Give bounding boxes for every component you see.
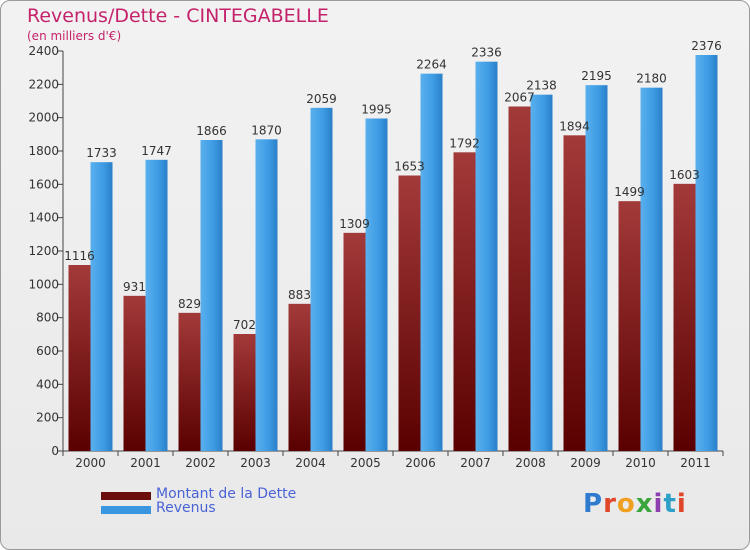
bar-dette: [453, 152, 476, 452]
bar-revenus: [255, 139, 278, 452]
y-tick-label: 200: [36, 411, 59, 425]
bar-dette: [178, 312, 201, 451]
data-label-dette: 1894: [559, 119, 590, 133]
bar-revenus: [530, 94, 553, 452]
data-label-revenus: 2059: [306, 92, 337, 106]
data-label-revenus: 2180: [636, 72, 667, 86]
bar-revenus: [420, 73, 443, 452]
data-label-dette: 1653: [394, 160, 425, 174]
chart-subtitle: (en milliers d'€): [27, 29, 122, 43]
data-label-revenus: 1747: [141, 144, 172, 158]
data-label-revenus: 1870: [251, 123, 282, 137]
bar-revenus: [200, 140, 223, 451]
bar-revenus: [145, 159, 168, 452]
y-tick-label: 2000: [28, 111, 59, 125]
y-tick-label: 2200: [28, 77, 59, 91]
data-label-dette: 829: [178, 297, 201, 311]
x-tick-label: 2001: [130, 456, 161, 470]
bar-revenus: [365, 118, 388, 451]
bar-dette: [233, 334, 256, 451]
data-label-dette: 1309: [339, 217, 370, 231]
bar-dette: [343, 232, 366, 451]
data-label-dette: 883: [288, 288, 311, 302]
y-tick-label: 1400: [28, 211, 59, 225]
data-label-dette: 931: [123, 280, 146, 294]
x-tick-label: 2003: [240, 456, 271, 470]
y-tick-label: 1200: [28, 244, 59, 258]
bar-dette: [618, 201, 641, 451]
x-tick-label: 2004: [295, 456, 326, 470]
data-label-revenus: 2138: [526, 79, 557, 93]
y-tick-label: 1600: [28, 177, 59, 191]
y-tick-label: 400: [36, 377, 59, 391]
bar-dette: [563, 135, 586, 452]
bar-revenus: [695, 55, 718, 451]
y-tick-label: 800: [36, 311, 59, 325]
data-label-dette: 702: [233, 318, 256, 332]
bar-dette: [288, 303, 311, 451]
y-tick-label: 0: [51, 444, 59, 458]
bar-dette: [68, 265, 91, 451]
bars-group: [68, 55, 718, 452]
bar-revenus: [585, 85, 608, 452]
y-tick-label: 1800: [28, 144, 59, 158]
data-label-dette: 2067: [504, 91, 535, 105]
axes: 0 200 400 600 800 1000 1200 1400 1600 1800 2000 220…: [28, 44, 724, 470]
bar-dette: [508, 106, 531, 451]
data-label-revenus: 1995: [361, 103, 392, 117]
x-tick-label: 2007: [460, 456, 491, 470]
x-tick-label: 2006: [405, 456, 436, 470]
data-label-revenus: 2336: [471, 46, 502, 60]
legend-swatch-revenus: [101, 506, 151, 514]
data-label-dette: 1499: [614, 185, 645, 199]
y-tick-label: 1000: [28, 277, 59, 291]
bar-revenus: [90, 162, 113, 451]
legend-label-revenus: Revenus: [156, 500, 216, 516]
y-tick-label: 600: [36, 344, 59, 358]
bar-dette: [398, 175, 421, 451]
data-labels-group: 1116 1733 931 1747 829 1866 702 1870 883 2059 1309…: [64, 39, 722, 332]
data-label-revenus: 2376: [691, 39, 722, 53]
x-tick-label: 2010: [625, 456, 656, 470]
x-tick-label: 2008: [515, 456, 546, 470]
bar-dette: [123, 295, 146, 451]
data-label-dette: 1116: [64, 249, 95, 263]
data-label-revenus: 2264: [416, 58, 447, 72]
x-tick-label: 2009: [570, 456, 601, 470]
data-label-dette: 1792: [449, 136, 480, 150]
bar-revenus: [475, 61, 498, 452]
data-label-revenus: 2195: [581, 69, 612, 83]
data-label-revenus: 1733: [86, 146, 117, 160]
bar-revenus: [310, 107, 333, 451]
x-tick-label: 2002: [185, 456, 216, 470]
chart-title: Revenus/Dette - CINTEGABELLE: [27, 5, 329, 27]
data-label-dette: 1603: [669, 168, 700, 182]
x-tick-label: 2000: [75, 456, 106, 470]
bar-revenus: [640, 87, 663, 452]
proxiti-logo: Proxiti: [583, 489, 687, 519]
legend-label-dette: Montant de la Dette: [156, 486, 297, 502]
data-label-revenus: 1866: [196, 124, 227, 138]
x-tick-label: 2005: [350, 456, 381, 470]
y-tick-label: 2400: [28, 44, 59, 58]
x-tick-label: 2011: [680, 456, 711, 470]
legend-swatch-dette: [101, 492, 151, 500]
bar-dette: [673, 183, 696, 452]
